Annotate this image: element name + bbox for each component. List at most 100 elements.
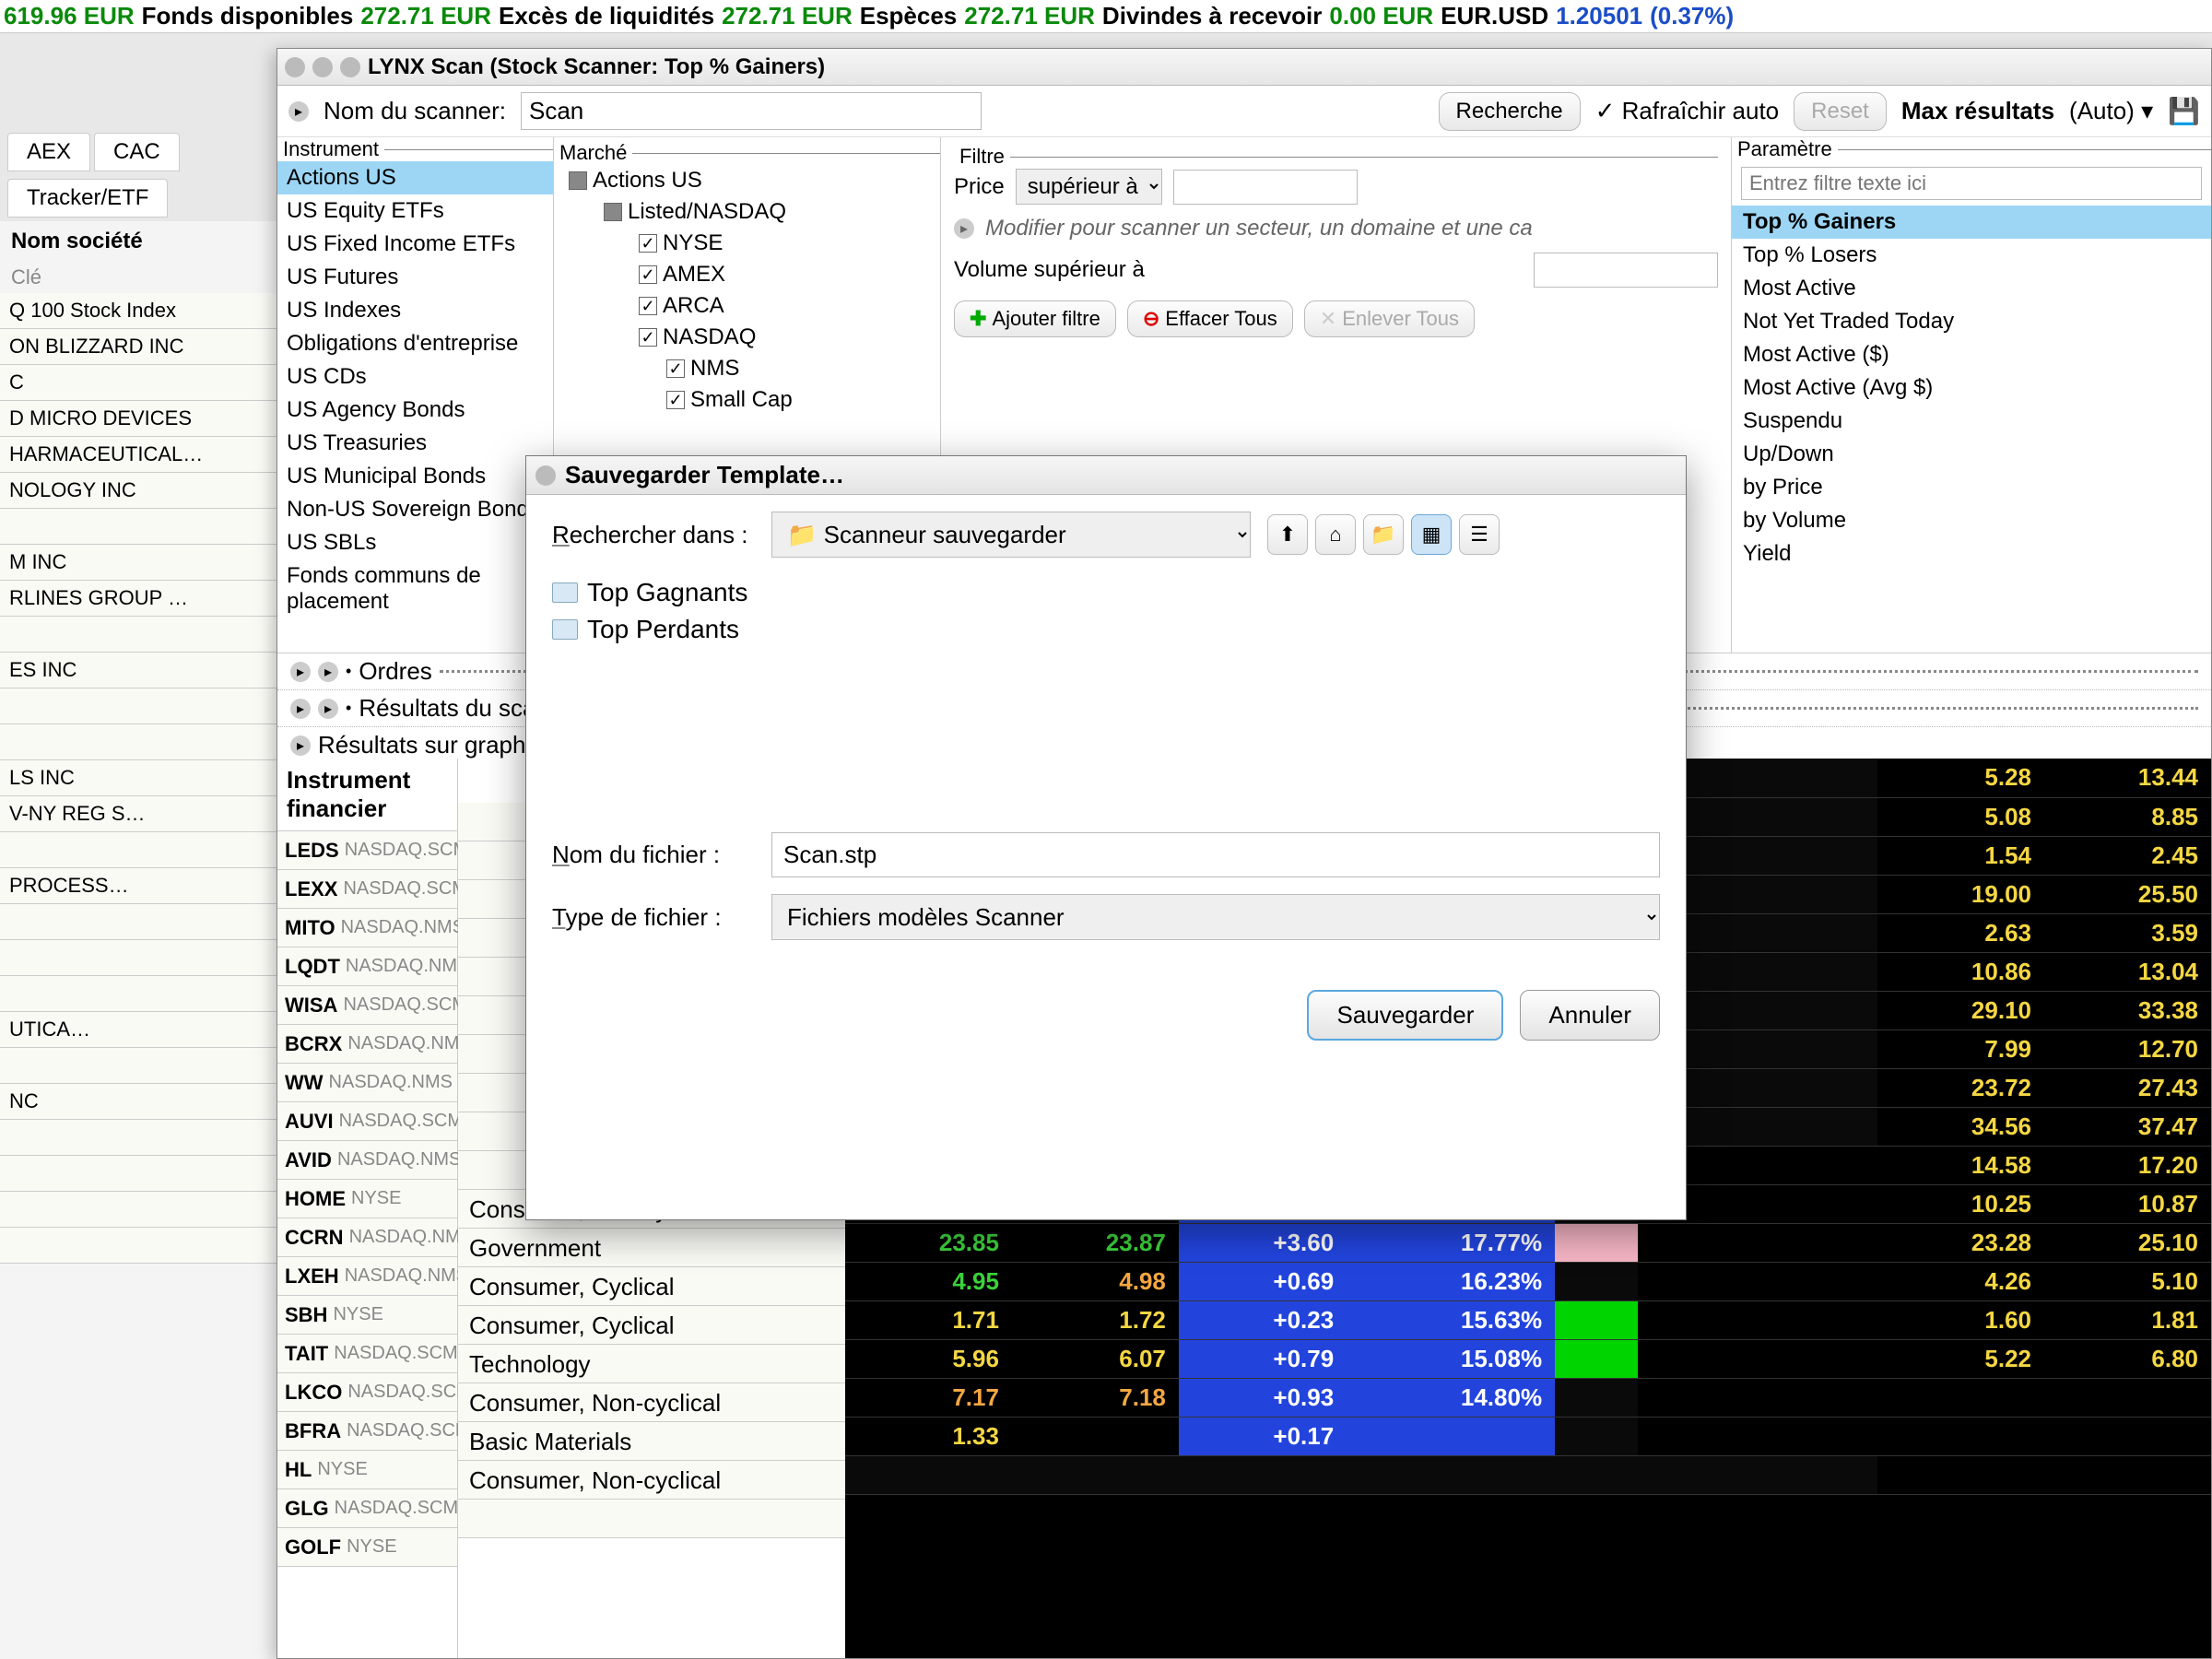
bg-row[interactable]: ON BLIZZARD INC [0, 329, 312, 365]
expand-icon[interactable]: ▸ [288, 101, 309, 122]
price-operator-select[interactable]: supérieur à [1016, 169, 1162, 205]
bg-row[interactable]: NOLOGY INC [0, 473, 312, 509]
param-item[interactable]: Most Active [1732, 272, 2211, 305]
checkbox-icon[interactable] [604, 203, 622, 221]
home-icon[interactable]: ⌂ [1315, 514, 1356, 555]
param-item[interactable]: Top % Losers [1732, 239, 2211, 272]
bg-row[interactable] [0, 976, 312, 1012]
new-folder-icon[interactable]: 📁 [1363, 514, 1404, 555]
save-icon[interactable]: 💾 [2168, 96, 2200, 126]
bg-row[interactable] [0, 1228, 312, 1264]
filename-input[interactable] [771, 832, 1660, 877]
price-value-input[interactable] [1173, 170, 1358, 205]
bg-row[interactable] [0, 509, 312, 545]
remove-all-button[interactable]: ✕Enlever Tous [1304, 300, 1475, 337]
bg-row[interactable]: M INC [0, 545, 312, 581]
add-filter-button[interactable]: ✚Ajouter filtre [954, 300, 1116, 337]
bg-row[interactable]: NC [0, 1084, 312, 1120]
bg-row[interactable] [0, 724, 312, 760]
reset-button[interactable]: Reset [1794, 92, 1887, 131]
bg-row[interactable]: C [0, 365, 312, 401]
search-button[interactable]: Recherche [1439, 92, 1581, 131]
close-icon[interactable] [535, 465, 556, 486]
close-icon[interactable] [285, 57, 305, 77]
checkbox-icon[interactable] [639, 234, 657, 253]
market-tree[interactable]: Actions US Listed/NASDAQ NYSEAMEXARCANAS… [554, 165, 940, 416]
param-item[interactable]: Not Yet Traded Today [1732, 305, 2211, 338]
instrument-item[interactable]: US Treasuries [277, 427, 553, 460]
bg-row[interactable] [0, 1048, 312, 1084]
instrument-item[interactable]: Fonds communs de placement [277, 559, 553, 618]
data-row[interactable]: 7.177.18+0.9314.80% [845, 1378, 2211, 1417]
data-row[interactable]: 23.8523.87+3.6017.77%23.2825.10 [845, 1223, 2211, 1262]
checkbox-icon[interactable] [666, 359, 685, 378]
bg-row[interactable]: D MICRO DEVICES [0, 401, 312, 437]
bg-row[interactable] [0, 940, 312, 976]
search-in-select[interactable]: 📁 Scanneur sauvegarder [771, 512, 1251, 558]
up-folder-icon[interactable]: ⬆ [1267, 514, 1308, 555]
symbol-row[interactable]: SBHNYSE [277, 1296, 457, 1335]
bg-row[interactable] [0, 688, 312, 724]
refresh-auto[interactable]: ✓ Rafraîchir auto [1595, 97, 1780, 125]
instrument-item[interactable]: US Equity ETFs [277, 194, 553, 228]
symbol-row[interactable]: LQDTNASDAQ.NMS [277, 947, 457, 986]
param-item[interactable]: by Price [1732, 471, 2211, 504]
instrument-item[interactable]: Non-US Sovereign Bonds [277, 493, 553, 526]
folder-list[interactable]: Top Gagnants Top Perdants [552, 574, 1660, 648]
symbol-row[interactable]: AVIDNASDAQ.NMS [277, 1141, 457, 1180]
bg-row[interactable]: HARMACEUTICAL… [0, 437, 312, 473]
data-row[interactable]: 5.966.07+0.7915.08%5.226.80 [845, 1339, 2211, 1378]
symbol-row[interactable]: HOMENYSE [277, 1180, 457, 1218]
checkbox-icon[interactable] [639, 328, 657, 347]
bg-row[interactable] [0, 617, 312, 653]
bg-tab-cac[interactable]: CAC [94, 133, 180, 171]
auto-dropdown[interactable]: (Auto) ▾ [2069, 97, 2153, 125]
bg-row[interactable] [0, 904, 312, 940]
symbol-row[interactable]: HLNYSE [277, 1451, 457, 1489]
clear-all-button[interactable]: ⊖Effacer Tous [1127, 300, 1293, 337]
symbol-row[interactable]: BCRXNASDAQ.NMS [277, 1025, 457, 1064]
bg-row[interactable]: RLINES GROUP … [0, 581, 312, 617]
bg-row[interactable]: V-NY REG S… [0, 796, 312, 832]
bg-row[interactable]: UTICA… [0, 1012, 312, 1048]
market-item[interactable]: ARCA [635, 290, 940, 322]
symbol-row[interactable]: GLGNASDAQ.SCM [277, 1489, 457, 1528]
cancel-button[interactable]: Annuler [1520, 990, 1660, 1041]
list-view-icon[interactable]: ☰ [1459, 514, 1500, 555]
instrument-item[interactable]: US Fixed Income ETFs [277, 228, 553, 261]
symbol-row[interactable]: MITONASDAQ.NMS [277, 909, 457, 947]
grid-view-icon[interactable]: ▦ [1411, 514, 1452, 555]
market-item[interactable]: NYSE [635, 228, 940, 259]
bg-row[interactable] [0, 1192, 312, 1228]
param-item[interactable]: Suspendu [1732, 405, 2211, 438]
checkbox-icon[interactable] [639, 297, 657, 315]
checkbox-icon[interactable] [569, 171, 587, 190]
param-item[interactable]: by Volume [1732, 504, 2211, 537]
instrument-list[interactable]: Actions USUS Equity ETFsUS Fixed Income … [277, 161, 553, 618]
param-item[interactable]: Yield [1732, 537, 2211, 571]
scanner-name-input[interactable] [521, 92, 982, 130]
data-row[interactable]: 4.954.98+0.6916.23%4.265.10 [845, 1262, 2211, 1300]
symbol-row[interactable]: WISANASDAQ.SCM [277, 986, 457, 1025]
symbol-row[interactable]: LXEHNASDAQ.NMS [277, 1257, 457, 1296]
symbol-row[interactable]: WWNASDAQ.NMS [277, 1064, 457, 1102]
bg-tab-aex[interactable]: AEX [7, 133, 90, 171]
symbol-row[interactable]: LEDSNASDAQ.SCM [277, 831, 457, 870]
folder-item[interactable]: Top Gagnants [552, 574, 1660, 611]
instrument-item[interactable]: US Futures [277, 261, 553, 294]
play-icon[interactable]: ▸ [954, 218, 974, 239]
volume-input[interactable] [1534, 253, 1718, 288]
market-item[interactable]: AMEX [635, 259, 940, 290]
symbol-row[interactable]: GOLFNYSE [277, 1528, 457, 1567]
scanner-titlebar[interactable]: LYNX Scan (Stock Scanner: Top % Gainers) [277, 49, 2211, 86]
bg-row[interactable]: LS INC [0, 760, 312, 796]
symbol-row[interactable]: LKCONASDAQ.SCM [277, 1373, 457, 1412]
data-row[interactable]: 1.711.72+0.2315.63%1.601.81 [845, 1300, 2211, 1339]
instrument-item[interactable]: US Municipal Bonds [277, 460, 553, 493]
save-button[interactable]: Sauvegarder [1307, 990, 1503, 1041]
symbol-row[interactable]: LEXXNASDAQ.SCM [277, 870, 457, 909]
instrument-item[interactable]: US Agency Bonds [277, 394, 553, 427]
bg-row[interactable] [0, 1156, 312, 1192]
folder-item[interactable]: Top Perdants [552, 611, 1660, 648]
checkbox-icon[interactable] [666, 391, 685, 409]
